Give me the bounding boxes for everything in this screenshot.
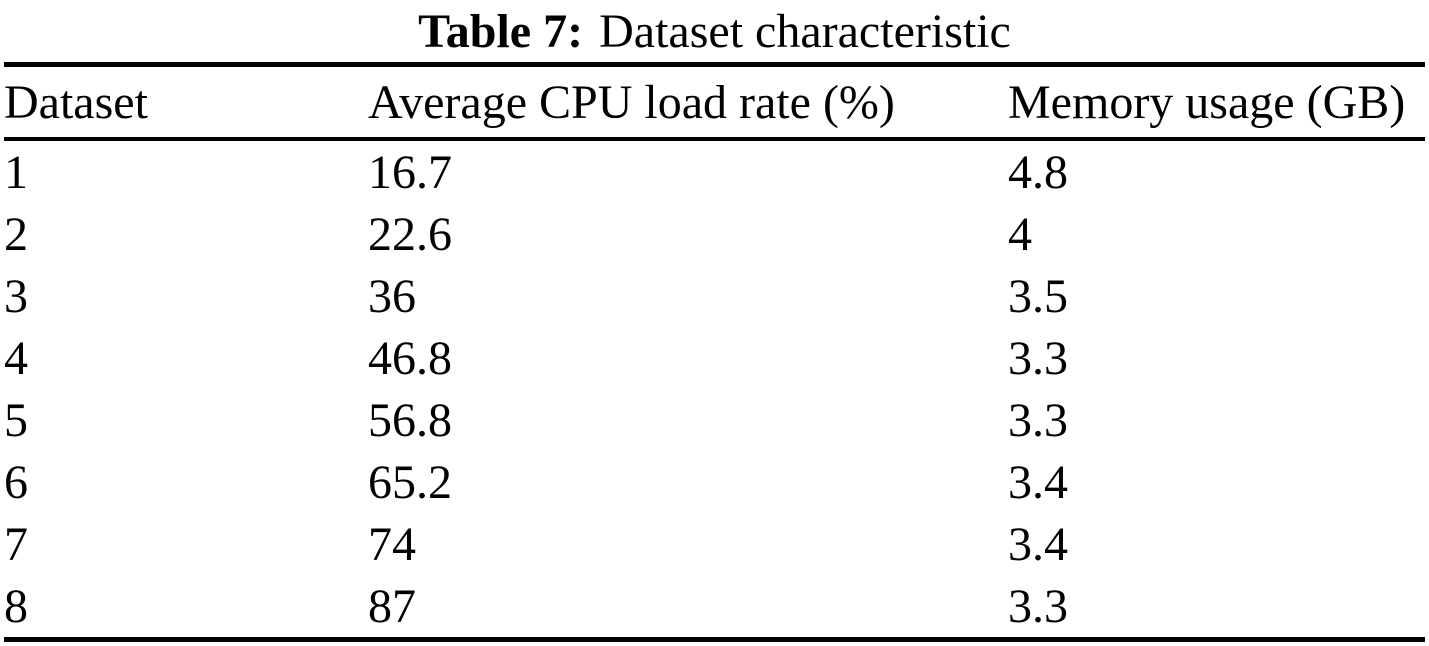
table-cell: 4 (4, 331, 28, 385)
table-cell: 7 (4, 517, 28, 571)
table-caption-label: Table 7: (418, 4, 584, 58)
table-cell: 46.8 (368, 331, 452, 385)
table-cell: 2 (4, 207, 28, 261)
table-cell: 6 (4, 455, 28, 509)
table-cell: 3 (4, 269, 28, 323)
table-row: 8 87 3.3 (4, 575, 1425, 640)
table-cell: 3.4 (1008, 517, 1068, 571)
table-cell: 74 (368, 517, 416, 571)
column-header-dataset: Dataset (4, 64, 368, 141)
table-cell: 3.3 (1008, 579, 1068, 633)
table-row: 4 46.8 3.3 (4, 327, 1425, 389)
table-cell: 3.3 (1008, 331, 1068, 385)
table-cell: 5 (4, 393, 28, 447)
table-cell: 8 (4, 579, 28, 633)
table-body: 1 16.7 4.8 2 22.6 4 3 36 3.5 4 46.8 3.3 5 56.8 3.3 6 65.… (4, 139, 1425, 640)
column-header-memory-usage: Memory usage (GB) (1008, 64, 1425, 141)
table-header: Dataset Average CPU load rate (%) Memory… (4, 64, 1425, 141)
table-row: 5 56.8 3.3 (4, 389, 1425, 451)
table-header-row: Dataset Average CPU load rate (%) Memory… (4, 64, 1425, 141)
table-cell: 3.3 (1008, 393, 1068, 447)
table-row: 6 65.2 3.4 (4, 451, 1425, 513)
table-cell: 4 (1008, 207, 1032, 261)
table-cell: 36 (368, 269, 416, 323)
table-row: 3 36 3.5 (4, 265, 1425, 327)
table-cell: 87 (368, 579, 416, 633)
table-cell: 1 (4, 145, 28, 199)
table-cell: 56.8 (368, 393, 452, 447)
column-header-cpu-load: Average CPU load rate (%) (368, 64, 1008, 141)
table-row: 1 16.7 4.8 (4, 139, 1425, 203)
table-cell: 3.4 (1008, 455, 1068, 509)
table-cell: 65.2 (368, 455, 452, 509)
dataset-characteristic-table: Dataset Average CPU load rate (%) Memory… (4, 62, 1425, 642)
table-caption: Table 7: Dataset characteristic (0, 0, 1429, 62)
table-cell: 16.7 (368, 145, 452, 199)
table-cell: 3.5 (1008, 269, 1068, 323)
table-cell: 4.8 (1008, 145, 1068, 199)
table-caption-text: Dataset characteristic (599, 4, 1011, 58)
table-row: 7 74 3.4 (4, 513, 1425, 575)
table-cell: 22.6 (368, 207, 452, 261)
table-row: 2 22.6 4 (4, 203, 1425, 265)
